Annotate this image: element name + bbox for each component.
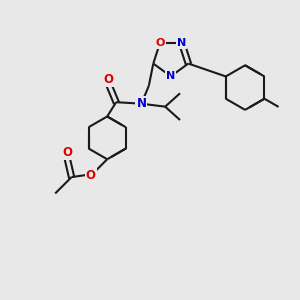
Text: O: O: [104, 74, 114, 86]
Text: N: N: [136, 97, 146, 110]
Text: O: O: [155, 38, 165, 48]
Text: N: N: [166, 71, 176, 81]
Text: O: O: [86, 169, 96, 182]
Text: N: N: [177, 38, 186, 48]
Text: O: O: [62, 146, 72, 159]
